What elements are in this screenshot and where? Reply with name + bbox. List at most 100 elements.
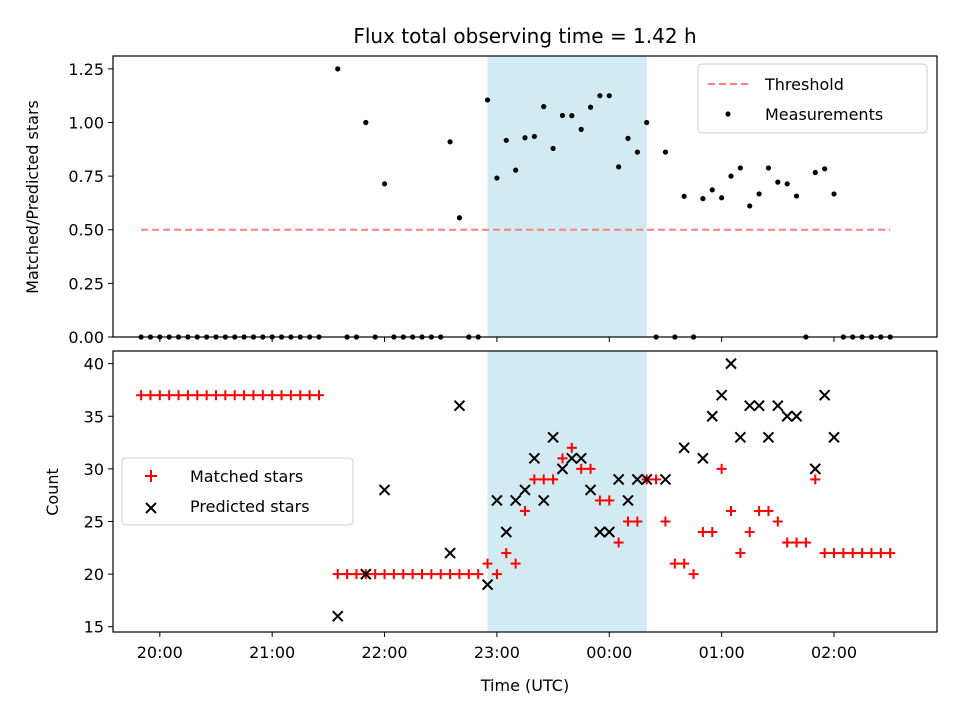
predicted-star-mark-b [809, 463, 821, 475]
matched-star-point [351, 569, 362, 580]
matched-star-point [604, 495, 615, 506]
matched-star-point [342, 569, 353, 580]
matched-star-point [379, 569, 390, 580]
measurement-point [700, 196, 706, 202]
matched-star-point [454, 569, 465, 580]
predicted-star-point [547, 431, 559, 444]
predicted-star-mark-b [491, 494, 503, 507]
bottom-highlight-band [487, 351, 647, 632]
predicted-star-point [575, 452, 587, 465]
predicted-star-mark-b [481, 578, 494, 591]
top-y-tick-label: 1.00 [68, 113, 104, 132]
predicted-star-point [631, 473, 644, 486]
measurement-point [363, 119, 369, 126]
measurement-point [484, 97, 491, 103]
predicted-star-mark-b [528, 452, 541, 465]
predicted-star-point [528, 452, 541, 465]
matched-star-point [632, 516, 643, 527]
top-legend: Threshold Measurements [697, 63, 928, 134]
matched-star-point [154, 390, 165, 401]
predicted-star-point [491, 494, 503, 507]
predicted-star-mark-b [566, 452, 578, 465]
matched-star-point [211, 390, 221, 401]
predicted-star-point [762, 431, 775, 444]
matched-star-point [566, 442, 577, 453]
predicted-star-point [828, 431, 840, 444]
matched-star-point [557, 453, 568, 464]
measurement-point [709, 187, 715, 193]
predicted-star-point [734, 431, 747, 444]
measurement-point [513, 167, 519, 173]
bottom-y-tick-label: 25 [84, 512, 104, 531]
top-y-tick-label: 0.25 [68, 274, 104, 293]
predicted-star-mark-b [725, 357, 737, 370]
top-y-tick-label: 0.75 [68, 167, 104, 186]
matched-star-point [688, 569, 699, 580]
x-tick-label: 20:00 [137, 643, 183, 662]
x-axis-label: Time (UTC) [480, 676, 569, 695]
matched-star-point [332, 569, 343, 580]
matched-star-point [482, 558, 493, 569]
x-tick-label: 22:00 [361, 643, 407, 662]
predicted-star-point [444, 547, 456, 559]
bottom-y-tick-label: 15 [84, 618, 104, 637]
matched-star-point [445, 569, 456, 580]
matched-star-point [145, 390, 156, 401]
matched-star-point [576, 463, 587, 474]
matched-star-point [501, 548, 512, 559]
matched-star-point [314, 390, 324, 401]
predicted-star-mark-b [509, 494, 522, 507]
predicted-star-mark-b [594, 526, 606, 538]
predicted-star-point [603, 526, 615, 538]
predicted-star-point [790, 410, 803, 422]
predicted-star-point [678, 442, 690, 454]
matched-star-point [679, 558, 690, 569]
matched-star-point [520, 505, 530, 516]
predicted-star-mark-b [697, 452, 709, 465]
matched-star-point [276, 390, 287, 401]
legend-measurements-label: Measurements [765, 105, 883, 124]
matched-star-point [538, 474, 549, 485]
legend-predicted-swatch [145, 502, 157, 514]
predicted-star-point [818, 389, 831, 401]
predicted-star-mark-b [360, 568, 372, 580]
matched-star-point [473, 569, 484, 580]
top-y-ticks: 0.00 0.25 0.50 0.75 1.00 1.25 [68, 60, 113, 347]
top-legend-box [697, 63, 928, 134]
predicted-star-point [744, 400, 756, 412]
predicted-star-mark-b [378, 484, 391, 496]
bottom-y-ticks: 15 20 25 30 35 40 [84, 355, 113, 637]
measurement-point [381, 181, 388, 187]
predicted-star-mark-b [575, 452, 587, 465]
predicted-star-point [584, 484, 597, 496]
matched-star-point [398, 569, 409, 580]
measurement-point [569, 113, 575, 119]
top-y-tick-label: 0.00 [68, 328, 104, 347]
measurement-point [831, 191, 837, 197]
predicted-star-point [612, 473, 625, 486]
predicted-star-mark-b [612, 473, 625, 486]
predicted-star-point [772, 400, 784, 412]
matched-star-point [529, 474, 540, 485]
predicted-star-mark-b [547, 431, 559, 444]
matched-star-point [726, 505, 736, 516]
matched-star-point [182, 390, 193, 401]
predicted-star-mark-b [444, 547, 456, 559]
predicted-star-point [809, 463, 821, 475]
predicted-star-mark-b [772, 400, 784, 412]
matched-star-point [407, 569, 418, 580]
predicted-star-point [641, 473, 653, 486]
predicted-star-mark-b [556, 463, 569, 475]
predicted-star-mark-b [500, 526, 512, 538]
x-tick-label: 02:00 [811, 643, 857, 662]
matched-star-point [229, 390, 240, 401]
legend-measurements-swatch [725, 111, 731, 117]
legend-matched-label: Matched stars [190, 467, 303, 486]
predicted-star-point [360, 568, 372, 580]
matched-star-point [697, 527, 708, 538]
predicted-star-mark-b [734, 431, 747, 444]
matched-star-point [388, 569, 399, 580]
matched-star-point [716, 463, 727, 474]
matched-star-point [613, 537, 624, 548]
matched-star-point [173, 390, 184, 401]
